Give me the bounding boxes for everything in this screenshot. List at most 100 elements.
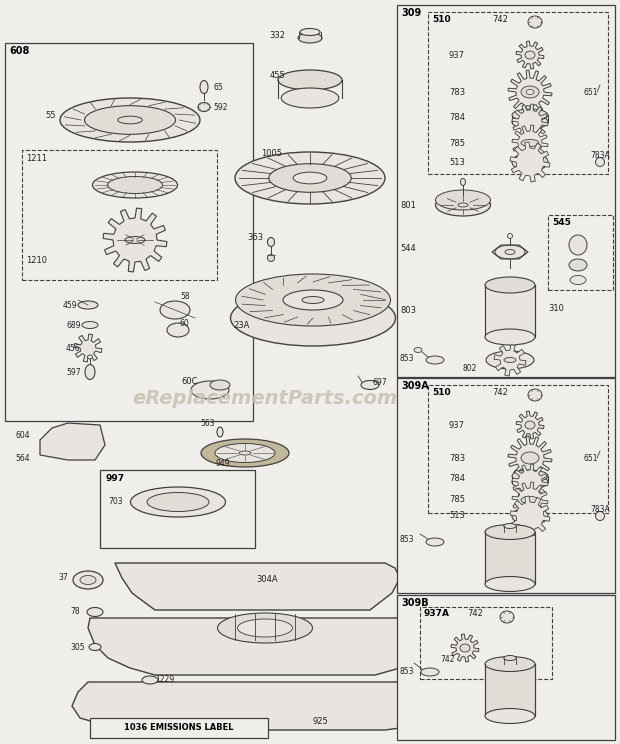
Ellipse shape xyxy=(421,668,439,676)
Text: 544: 544 xyxy=(400,243,416,252)
Text: 785: 785 xyxy=(449,138,465,147)
Text: 304A: 304A xyxy=(256,574,278,583)
Ellipse shape xyxy=(268,164,352,192)
Text: 1210: 1210 xyxy=(26,255,47,265)
Bar xyxy=(22,150,217,280)
Text: 592: 592 xyxy=(213,103,228,112)
Ellipse shape xyxy=(512,475,548,489)
Text: 853: 853 xyxy=(400,667,415,676)
Ellipse shape xyxy=(201,439,289,467)
Ellipse shape xyxy=(461,179,466,185)
Ellipse shape xyxy=(525,51,535,59)
Bar xyxy=(397,595,615,740)
Text: 925: 925 xyxy=(312,717,328,726)
Ellipse shape xyxy=(125,237,145,243)
Polygon shape xyxy=(516,411,544,439)
Ellipse shape xyxy=(200,80,208,94)
Ellipse shape xyxy=(87,355,92,359)
Polygon shape xyxy=(508,70,552,114)
Polygon shape xyxy=(492,245,528,259)
Text: 459: 459 xyxy=(63,301,78,310)
Ellipse shape xyxy=(485,656,535,672)
Text: 949: 949 xyxy=(215,458,230,467)
Polygon shape xyxy=(516,41,544,69)
Text: 742: 742 xyxy=(467,609,483,618)
Ellipse shape xyxy=(142,676,158,684)
Ellipse shape xyxy=(85,365,95,379)
Ellipse shape xyxy=(89,644,101,650)
Ellipse shape xyxy=(485,329,535,345)
Polygon shape xyxy=(512,125,548,161)
Ellipse shape xyxy=(595,512,604,521)
Ellipse shape xyxy=(191,381,229,399)
Text: 60C: 60C xyxy=(182,376,198,385)
Polygon shape xyxy=(494,344,526,376)
Text: 513: 513 xyxy=(449,158,465,167)
Ellipse shape xyxy=(239,451,251,455)
Text: 363: 363 xyxy=(247,232,263,242)
Ellipse shape xyxy=(486,351,534,369)
Ellipse shape xyxy=(160,301,190,319)
Text: 513: 513 xyxy=(449,512,465,521)
Text: 937A: 937A xyxy=(424,609,450,618)
Bar xyxy=(100,470,255,548)
Ellipse shape xyxy=(526,89,534,94)
Bar xyxy=(397,5,615,377)
Polygon shape xyxy=(508,436,552,480)
Ellipse shape xyxy=(78,301,98,309)
Text: 608: 608 xyxy=(9,46,29,56)
Text: 937: 937 xyxy=(449,51,465,60)
Bar xyxy=(428,12,608,174)
Ellipse shape xyxy=(528,16,542,28)
Text: 309A: 309A xyxy=(401,381,429,391)
Text: 309: 309 xyxy=(401,8,421,18)
Polygon shape xyxy=(512,464,548,500)
Text: 510: 510 xyxy=(432,388,451,397)
Ellipse shape xyxy=(198,103,210,112)
Ellipse shape xyxy=(435,190,490,210)
Polygon shape xyxy=(40,423,105,460)
Ellipse shape xyxy=(426,356,444,364)
Ellipse shape xyxy=(87,608,103,617)
Ellipse shape xyxy=(460,644,470,652)
Ellipse shape xyxy=(528,389,542,401)
Ellipse shape xyxy=(235,152,385,204)
Text: 853: 853 xyxy=(400,536,415,545)
Text: 545: 545 xyxy=(552,217,571,226)
Ellipse shape xyxy=(521,140,539,147)
Ellipse shape xyxy=(283,290,343,310)
Text: 785: 785 xyxy=(449,496,465,504)
Bar xyxy=(485,664,535,716)
Text: 742: 742 xyxy=(441,655,455,664)
Ellipse shape xyxy=(503,524,516,528)
Text: 784: 784 xyxy=(449,112,465,121)
Text: 1005: 1005 xyxy=(261,149,282,158)
Ellipse shape xyxy=(147,493,209,512)
Text: 309B: 309B xyxy=(401,598,428,608)
Ellipse shape xyxy=(130,487,226,517)
Ellipse shape xyxy=(505,249,515,254)
Ellipse shape xyxy=(485,277,535,293)
Text: 802: 802 xyxy=(463,364,477,373)
Text: 689: 689 xyxy=(66,321,81,330)
Bar xyxy=(420,607,552,679)
Ellipse shape xyxy=(231,290,396,346)
Text: 1036 EMISSIONS LABEL: 1036 EMISSIONS LABEL xyxy=(124,723,234,733)
Bar xyxy=(485,532,535,584)
Polygon shape xyxy=(510,496,550,536)
Ellipse shape xyxy=(512,507,548,525)
Ellipse shape xyxy=(82,321,98,329)
Ellipse shape xyxy=(80,576,96,585)
Ellipse shape xyxy=(60,98,200,142)
Text: 803: 803 xyxy=(400,306,416,315)
Text: 1211: 1211 xyxy=(26,153,47,162)
Text: 742: 742 xyxy=(492,388,508,397)
Text: 783: 783 xyxy=(449,454,465,463)
Ellipse shape xyxy=(485,525,535,539)
Ellipse shape xyxy=(512,470,548,482)
Text: 783A: 783A xyxy=(590,504,610,513)
Ellipse shape xyxy=(73,571,103,589)
Ellipse shape xyxy=(500,611,514,623)
Ellipse shape xyxy=(298,33,322,43)
Ellipse shape xyxy=(92,172,177,198)
